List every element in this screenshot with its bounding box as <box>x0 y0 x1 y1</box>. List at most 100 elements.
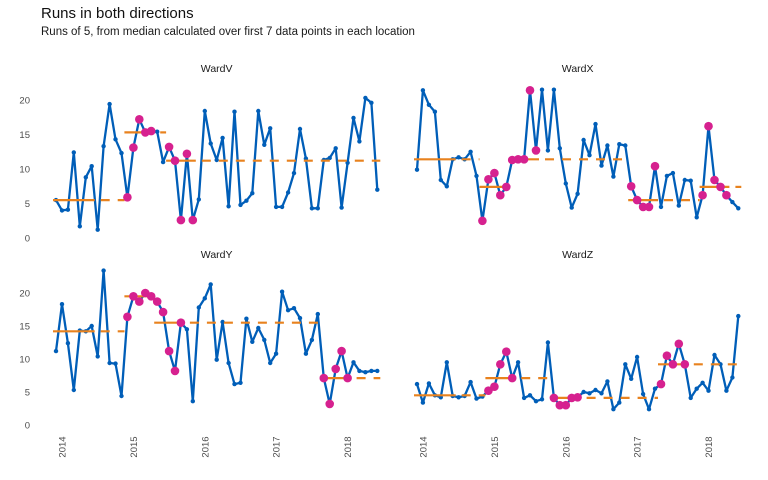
data-point <box>113 361 118 366</box>
data-point <box>581 389 586 395</box>
data-point <box>202 296 207 301</box>
sustained-run-point <box>561 400 571 410</box>
data-point <box>208 282 213 287</box>
data-point <box>83 175 89 180</box>
data-point <box>676 203 681 208</box>
data-point <box>527 393 533 398</box>
data-point <box>593 121 598 127</box>
data-point <box>730 375 735 380</box>
data-point <box>363 370 368 375</box>
data-point <box>664 173 670 179</box>
data-point <box>617 142 622 147</box>
data-point <box>694 386 699 391</box>
data-point <box>351 360 356 365</box>
facet-title: WardV <box>201 63 233 75</box>
data-point <box>95 354 100 359</box>
data-point <box>214 357 219 362</box>
data-point <box>303 351 309 356</box>
sustained-run-point <box>525 86 535 95</box>
sustained-run-point <box>331 364 341 374</box>
data-point <box>285 308 291 313</box>
data-point <box>208 141 213 146</box>
data-point <box>375 368 380 374</box>
data-point <box>682 177 687 183</box>
data-point <box>375 187 380 192</box>
data-point <box>611 174 616 179</box>
sustained-run-point <box>164 346 174 356</box>
data-point <box>545 340 551 345</box>
data-point <box>77 224 83 229</box>
data-point <box>414 381 420 387</box>
data-point <box>71 387 77 393</box>
data-point <box>357 139 362 144</box>
sustained-run-point <box>626 182 636 191</box>
data-point <box>59 208 65 213</box>
data-point <box>694 215 699 220</box>
sustained-run-point <box>573 393 582 402</box>
data-point <box>617 400 622 405</box>
data-point <box>712 352 717 358</box>
sustained-run-point <box>716 182 725 192</box>
data-point <box>232 109 237 114</box>
data-point <box>291 170 297 176</box>
data-point <box>533 399 539 404</box>
x-tick-label: 2015 <box>129 436 140 457</box>
panel-WardX: WardX <box>414 63 742 226</box>
data-point <box>119 150 124 156</box>
data-point <box>232 381 237 387</box>
data-point <box>89 164 94 169</box>
data-point <box>563 181 568 186</box>
data-point <box>291 306 297 311</box>
data-point <box>279 289 285 294</box>
data-point <box>688 178 693 183</box>
x-tick-label: 2017 <box>633 436 644 457</box>
data-point <box>629 376 634 381</box>
data-point <box>363 95 368 101</box>
sustained-run-point <box>507 373 517 383</box>
sustained-run-point <box>668 360 678 369</box>
data-point <box>569 205 574 210</box>
sustained-run-point <box>146 292 156 301</box>
y-tick-label: 5 <box>25 199 30 210</box>
sustained-run-point <box>662 351 672 361</box>
data-point <box>456 155 461 160</box>
data-point <box>339 205 344 210</box>
sustained-run-point <box>129 143 138 152</box>
data-point <box>646 407 652 412</box>
sustained-run-point <box>158 307 168 317</box>
sustained-run-point <box>674 339 684 349</box>
sustained-run-point <box>484 175 493 184</box>
data-point <box>515 360 521 365</box>
data-point <box>521 395 527 401</box>
sustained-run-point <box>698 190 707 200</box>
y-tick-label: 0 <box>25 234 30 245</box>
panel-WardV: WardV <box>53 63 381 232</box>
data-point <box>107 101 112 107</box>
data-point <box>658 204 664 210</box>
data-point <box>59 302 65 307</box>
data-point <box>736 313 741 319</box>
data-point <box>273 351 279 356</box>
sustained-run-point <box>496 190 505 200</box>
data-point <box>53 348 59 354</box>
y-tick-label: 20 <box>19 96 30 107</box>
sustained-run-point <box>176 318 186 328</box>
data-point <box>184 327 190 332</box>
panel-WardZ: WardZ <box>414 249 742 412</box>
data-point <box>724 388 729 393</box>
y-tick-label: 15 <box>19 130 30 141</box>
data-point <box>297 126 303 132</box>
data-point <box>456 395 461 400</box>
data-point <box>369 368 374 374</box>
sustained-run-point <box>129 292 138 301</box>
data-point <box>333 146 338 151</box>
data-point <box>599 163 604 168</box>
data-point <box>196 305 201 310</box>
data-point <box>468 379 473 385</box>
sustained-run-point <box>710 175 719 185</box>
sustained-run-point <box>513 155 523 164</box>
sustained-run-point <box>632 195 642 205</box>
sustained-run-point <box>164 142 174 152</box>
data-point <box>268 126 273 131</box>
sustained-run-point <box>555 400 565 410</box>
